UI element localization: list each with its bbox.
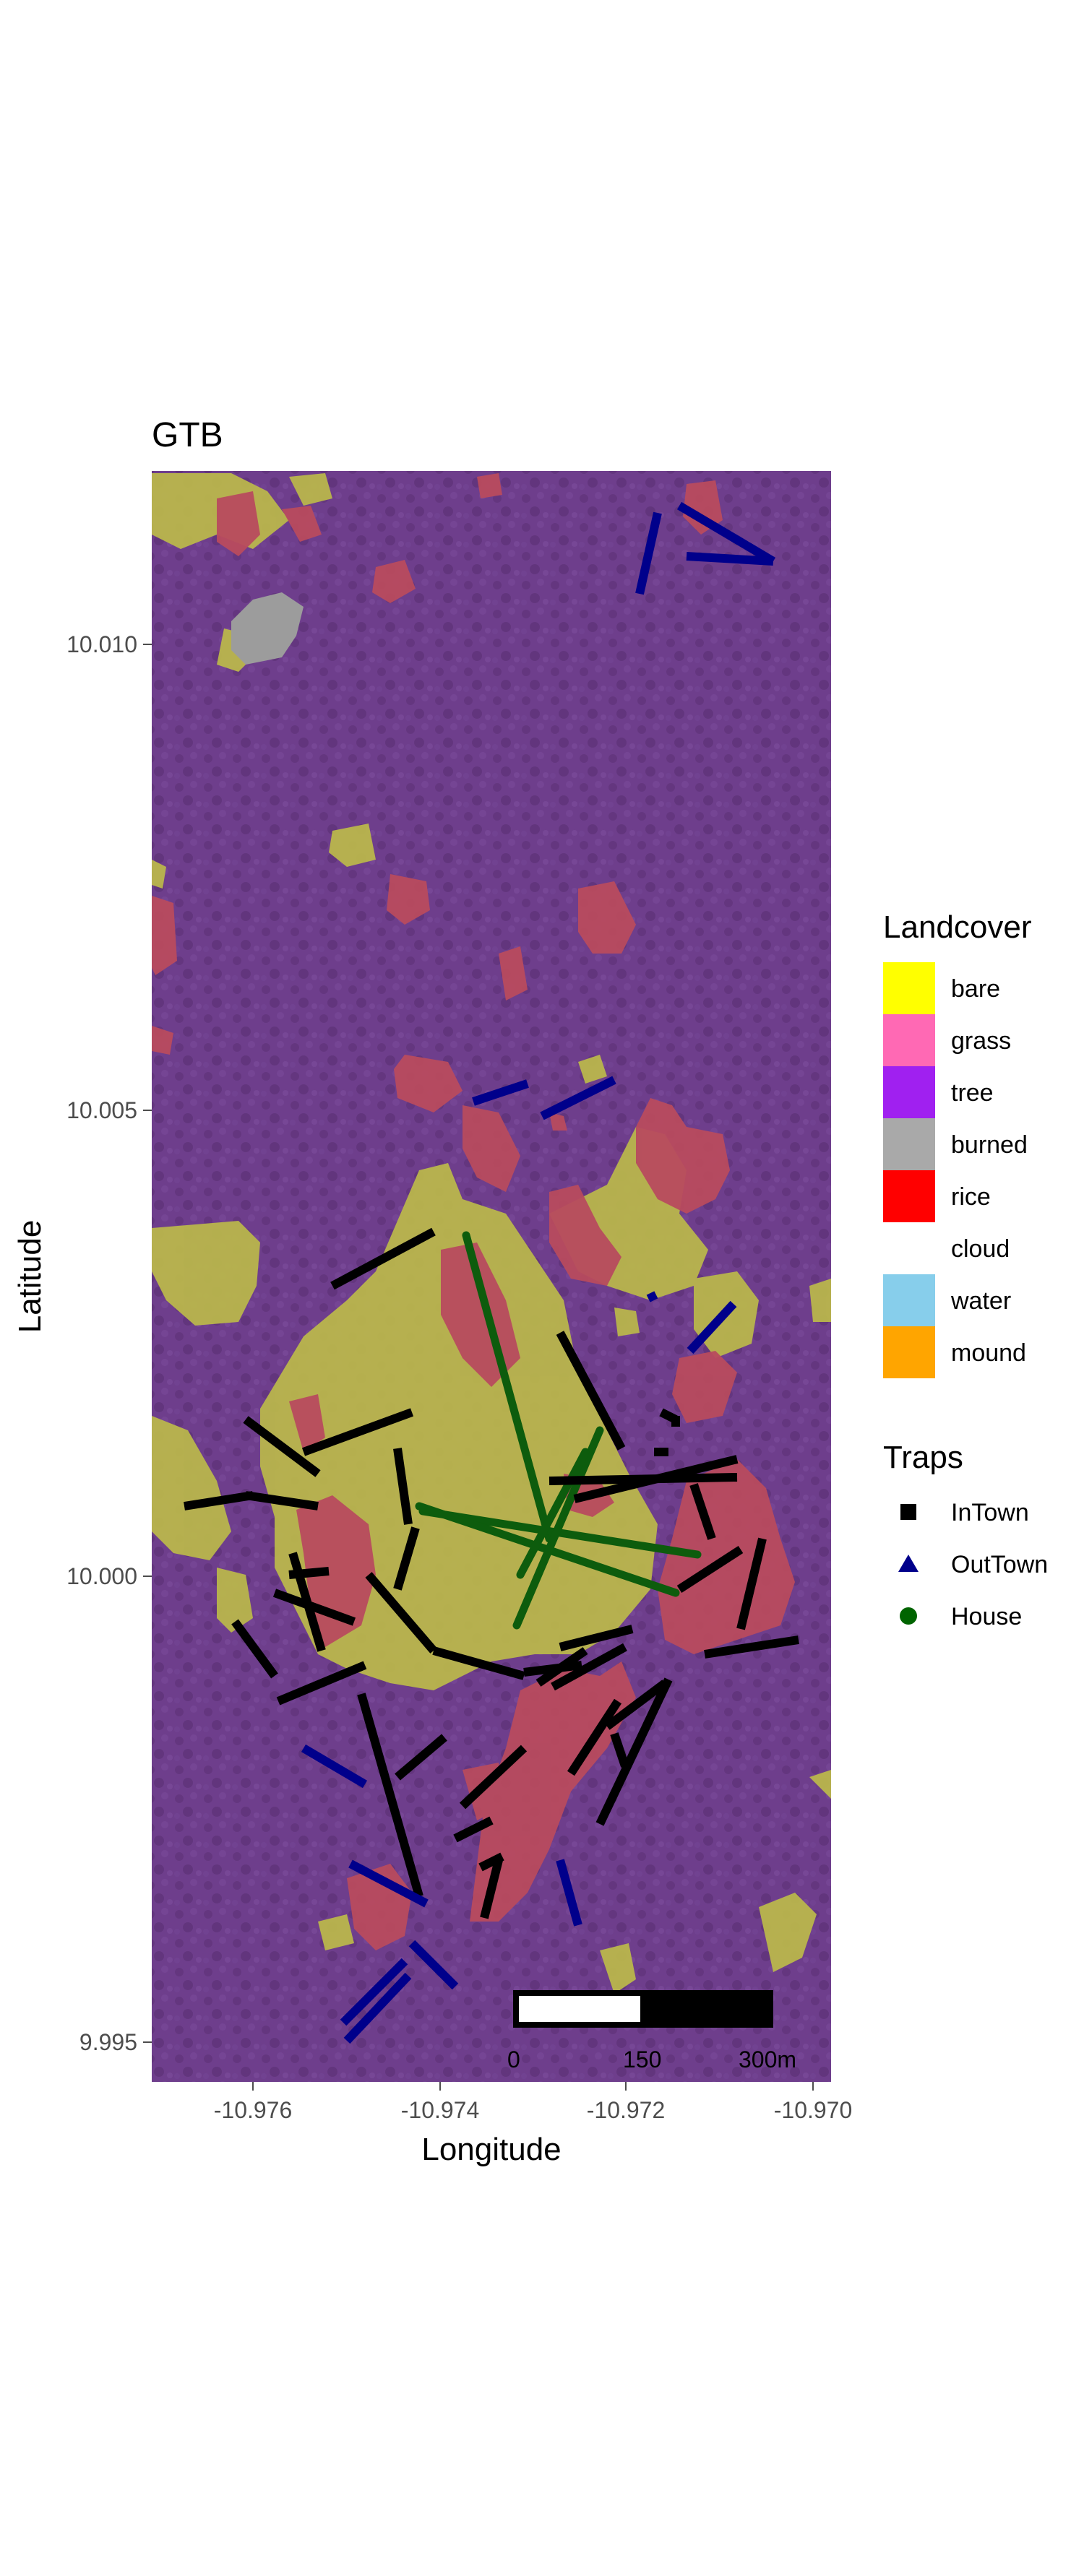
legend-label-intown: InTown <box>951 1499 1029 1526</box>
x-tick-label: -10.972 <box>587 2097 666 2123</box>
legend-label-outtown: OutTown <box>951 1551 1048 1578</box>
burned-landcover <box>231 592 304 665</box>
outtown-triangle-icon <box>898 1555 919 1572</box>
x-tick-label: -10.974 <box>401 2097 480 2123</box>
y-axis: 10.010 10.005 10.000 9.995 Latitude <box>12 631 152 2055</box>
legend-label-house: House <box>951 1603 1022 1630</box>
house-traps <box>415 1231 702 1630</box>
intown-traps <box>184 1227 799 1919</box>
x-tick-label: -10.976 <box>214 2097 293 2123</box>
y-tick-label: 10.000 <box>66 1563 137 1589</box>
y-axis-title: Latitude <box>12 1220 48 1334</box>
legend-label-rice: rice <box>951 1183 991 1211</box>
scale-label-end: 300m <box>739 2046 796 2073</box>
scale-bar-white-segment <box>519 1996 640 2022</box>
x-axis-title: Longitude <box>421 2132 561 2167</box>
landcover-legend: Landcover bare grass tree burned rice cl… <box>883 909 1031 1378</box>
legend-label-tree: tree <box>951 1079 994 1107</box>
legend-swatch-burned <box>883 1118 935 1170</box>
house-circle-icon <box>900 1607 917 1625</box>
intown-square-icon <box>900 1504 916 1520</box>
legend-swatch-cloud <box>883 1222 935 1274</box>
legend-swatch-rice <box>883 1170 935 1222</box>
legend-label-grass: grass <box>951 1027 1011 1055</box>
legend-label-water: water <box>950 1287 1011 1315</box>
legend-swatch-grass <box>883 1014 935 1066</box>
map-title: GTB <box>152 416 223 454</box>
legend-label-mound: mound <box>951 1339 1026 1367</box>
landcover-legend-title: Landcover <box>883 909 1031 945</box>
y-tick-label: 10.005 <box>66 1097 137 1123</box>
outtown-traps <box>301 501 776 2044</box>
legend-label-burned: burned <box>951 1131 1028 1159</box>
legend-swatch-tree <box>883 1066 935 1118</box>
legend-swatch-bare <box>883 962 935 1014</box>
legend-swatch-mound <box>883 1326 935 1378</box>
map-panel: 0 150 300m <box>152 471 831 2082</box>
scale-label-start: 0 <box>507 2046 520 2073</box>
scale-bar: 0 150 300m <box>507 1990 796 2073</box>
legend-swatch-water <box>883 1274 935 1326</box>
legend-label-cloud: cloud <box>951 1235 1010 1263</box>
scale-label-mid: 150 <box>623 2046 661 2073</box>
legend-label-bare: bare <box>951 975 1000 1003</box>
y-tick-label: 9.995 <box>79 2029 137 2055</box>
x-axis: -10.976 -10.974 -10.972 -10.970 Longitud… <box>214 2082 853 2167</box>
x-tick-label: -10.970 <box>774 2097 853 2123</box>
y-tick-label: 10.010 <box>66 631 137 657</box>
traps-legend: Traps InTown OutTown House <box>883 1440 1048 1630</box>
traps-legend-title: Traps <box>883 1440 963 1475</box>
